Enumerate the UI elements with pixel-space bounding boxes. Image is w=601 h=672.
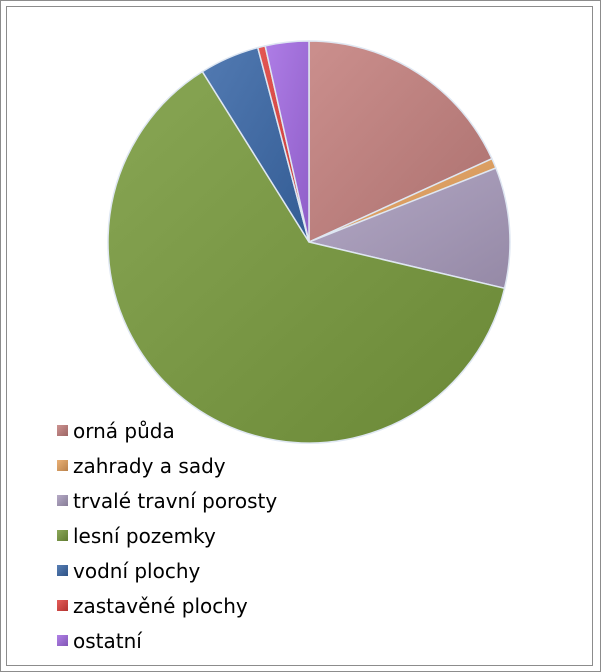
pie-slice-7 bbox=[264, 40, 310, 243]
pie-slice-4 bbox=[107, 70, 506, 444]
legend-swatch bbox=[57, 530, 68, 541]
legend-swatch bbox=[57, 425, 68, 436]
legend-item-ostatni: ostatní bbox=[57, 623, 277, 658]
legend-item-trvale-travni-porosty: trvalé travní porosty bbox=[57, 483, 277, 518]
legend-item-zastavene-plochy: zastavěné plochy bbox=[57, 588, 277, 623]
legend-label: vodní plochy bbox=[73, 558, 201, 583]
legend-item-vodni-plochy: vodní plochy bbox=[57, 553, 277, 588]
legend-swatch bbox=[57, 600, 68, 611]
legend-swatch bbox=[57, 565, 68, 576]
legend-swatch bbox=[57, 635, 68, 646]
pie-slice-3 bbox=[306, 167, 511, 290]
legend-item-lesni-pozemky: lesní pozemky bbox=[57, 518, 277, 553]
pie-slices bbox=[107, 40, 511, 444]
legend-swatch bbox=[57, 460, 68, 471]
legend-label: lesní pozemky bbox=[73, 523, 216, 548]
legend-item-zahrady-a-sady: zahrady a sady bbox=[57, 448, 277, 483]
legend-item-orna-puda: orná půda bbox=[57, 413, 277, 448]
legend: orná půda zahrady a sady trvalé travní p… bbox=[57, 413, 277, 658]
pie-slice-1 bbox=[308, 40, 493, 244]
legend-swatch bbox=[57, 495, 68, 506]
legend-label: orná půda bbox=[73, 418, 175, 443]
legend-label: zahrady a sady bbox=[73, 453, 226, 478]
legend-label: ostatní bbox=[73, 628, 142, 653]
legend-label: zastavěné plochy bbox=[73, 593, 248, 618]
legend-label: trvalé travní porosty bbox=[73, 488, 278, 513]
